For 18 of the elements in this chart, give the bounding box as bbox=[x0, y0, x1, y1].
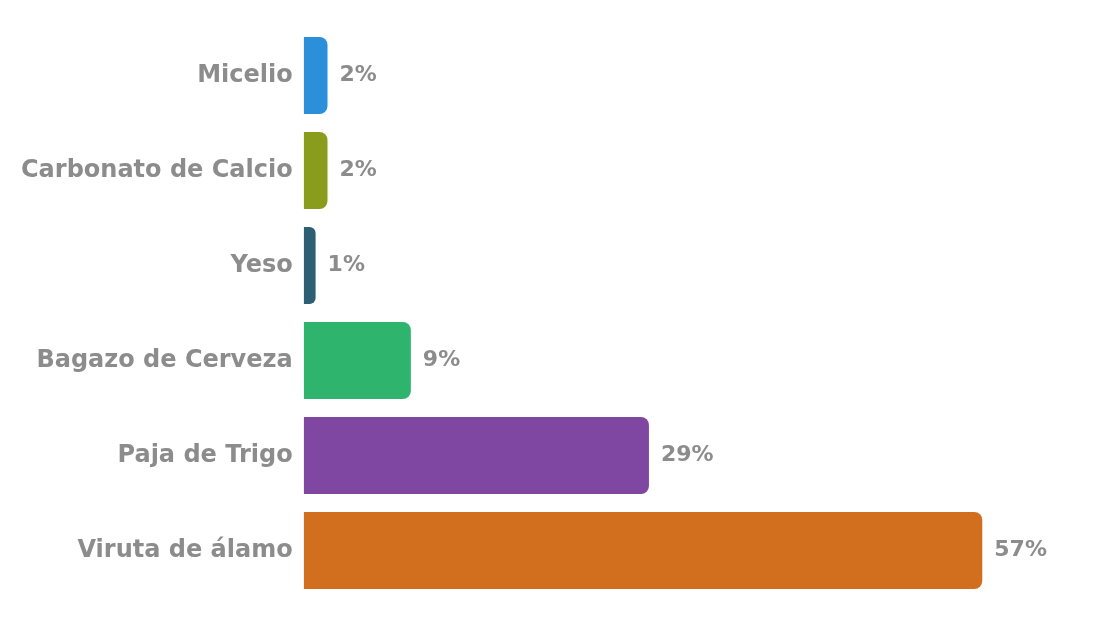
data-label: 29% bbox=[660, 441, 714, 467]
data-label: 57% bbox=[994, 536, 1047, 562]
y-tick-label: Carbonato de Calcio bbox=[21, 154, 293, 183]
data-label: 9% bbox=[422, 346, 461, 372]
bar bbox=[303, 417, 649, 494]
bar bbox=[303, 322, 411, 399]
data-label: 1% bbox=[327, 251, 365, 277]
y-tick-label: Yeso bbox=[229, 249, 293, 278]
bar bbox=[303, 227, 316, 304]
data-label: 2% bbox=[339, 61, 377, 87]
bar bbox=[303, 37, 328, 114]
y-tick-label: Micelio bbox=[197, 59, 293, 88]
bar bbox=[303, 132, 328, 209]
data-label: 2% bbox=[339, 156, 377, 182]
y-tick-label: Bagazo de Cerveza bbox=[36, 344, 293, 373]
y-tick-label: Paja de Trigo bbox=[117, 439, 293, 468]
bar bbox=[303, 512, 983, 589]
y-tick-label: Viruta de álamo bbox=[77, 534, 293, 563]
